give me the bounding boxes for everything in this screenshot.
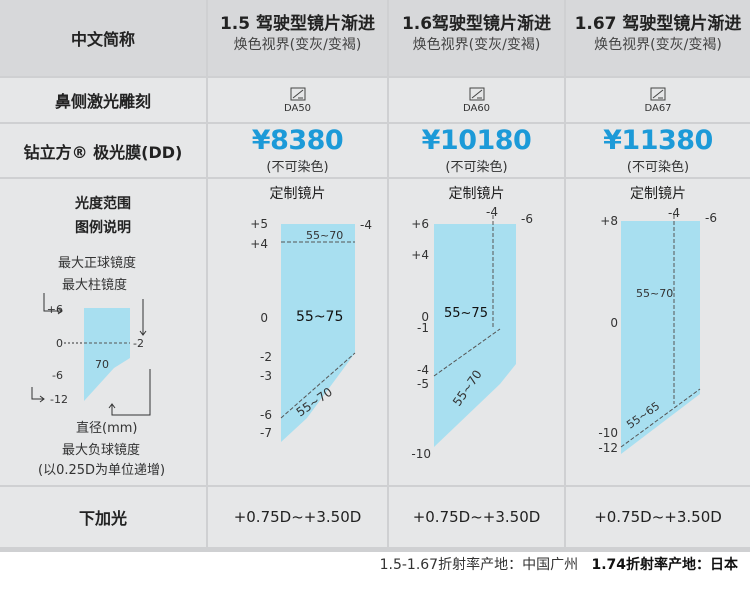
engraving-icon (650, 87, 666, 101)
row-label-engraving: 鼻侧激光雕刻 (0, 78, 206, 122)
add-power-value: +0.75D~+3.50D (566, 487, 750, 547)
chart-title: 定制镜片 (630, 186, 686, 202)
engraving-cell: DA60 (389, 78, 564, 122)
range-chart-cell: 定制镜片 +8 0 -10 -12 -4 -6 55~70 55~65 (566, 179, 750, 485)
legend-tick: +6 (47, 303, 63, 316)
corner-label: 中文简称 (0, 0, 206, 76)
chart-title: 定制镜片 (269, 186, 326, 202)
engraving-cell: DA50 (208, 78, 387, 122)
zone-label-upper: 55~70 (306, 229, 343, 242)
legend-diameter: 直径(mm) (76, 421, 138, 436)
price-cell: ¥8380 (不可染色) (208, 124, 387, 177)
sph-tick: +4 (411, 248, 429, 262)
row-label-coating: 钻立方® 极光膜(DD) (0, 124, 206, 177)
legend-cell: 光度范围 图例说明 最大正球镜度 最大柱镜度 +6 0 -6 -12 -2 70 (0, 179, 206, 485)
sph-tick: -5 (417, 377, 429, 391)
column-title: 1.67 驾驶型镜片渐进 (574, 14, 742, 34)
column-header-1-6: 1.6驾驶型镜片渐进 焕色视界(变灰/变褐) (389, 0, 564, 76)
legend-zone (84, 308, 130, 401)
sph-tick: -1 (417, 321, 429, 335)
column-title: 1.5 驾驶型镜片渐进 (219, 14, 376, 34)
add-power-value: +0.75D~+3.50D (389, 487, 564, 547)
legend-tick: -12 (50, 393, 68, 406)
cyl-tick: -6 (705, 211, 717, 225)
cyl-tick: -4 (668, 206, 680, 220)
range-chart: +8 0 -10 -12 -4 -6 55~70 55~65 (598, 206, 717, 455)
sph-tick: -10 (598, 426, 618, 440)
sph-tick: +6 (411, 217, 429, 231)
legend-heading-explain: 图例说明 (75, 220, 131, 236)
origin-footer: 1.5-1.67折射率产地：中国广州 1.74折射率产地：日本 (380, 554, 738, 574)
sph-tick: +4 (250, 237, 268, 251)
zone-label-main: 55~75 (296, 309, 343, 325)
legend-heading-range: 光度范围 (75, 196, 131, 212)
column-header-1-5: 1.5 驾驶型镜片渐进 焕色视界(变灰/变褐) (208, 0, 387, 76)
legend-cyl-tick: -2 (133, 337, 144, 350)
price-note: (不可染色) (626, 160, 690, 175)
legend-max-neg-sphere: 最大负球镜度 (62, 443, 141, 458)
cyl-tick: -4 (360, 218, 372, 232)
column-title: 1.6驾驶型镜片渐进 (401, 14, 552, 34)
column-subtitle: 焕色视界(变灰/变褐) (412, 37, 541, 53)
price-cell: ¥11380 (不可染色) (566, 124, 750, 177)
price: ¥11380 (603, 125, 713, 156)
range-chart: +5 +4 0 -2 -3 -6 -7 -4 55~70 55~75 55~70 (250, 217, 372, 442)
sph-tick: +8 (600, 214, 618, 228)
engraving-code: DA67 (644, 103, 672, 114)
legend-max-cyl: 最大柱镜度 (62, 278, 128, 293)
legend-tick: 0 (56, 337, 63, 350)
zone-label-main: 55~75 (444, 306, 488, 321)
price-cell: ¥10180 (不可染色) (389, 124, 564, 177)
legend-max-sphere: 最大正球镜度 (58, 256, 137, 271)
range-zone (621, 221, 700, 454)
chart-title: 定制镜片 (448, 186, 505, 202)
product-table: 中文简称 1.5 驾驶型镜片渐进 焕色视界(变灰/变褐) 1.6驾驶型镜片渐进 … (0, 0, 750, 552)
sph-tick: -4 (417, 363, 429, 377)
column-header-1-67: 1.67 驾驶型镜片渐进 焕色视界(变灰/变褐) (566, 0, 750, 76)
sph-tick: 0 (610, 316, 618, 330)
sph-tick: 0 (260, 311, 268, 325)
engraving-cell: DA67 (566, 78, 750, 122)
sph-tick: -12 (598, 441, 618, 455)
range-zone (434, 224, 516, 447)
price-note: (不可染色) (266, 160, 329, 175)
legend-step-note: (以0.25D为单位递增) (38, 463, 166, 478)
column-subtitle: 焕色视界(变灰/变褐) (233, 37, 362, 53)
origin-text: 1.5-1.67折射率产地：中国广州 (379, 557, 579, 573)
price: ¥10180 (421, 125, 532, 156)
engraving-icon (469, 87, 484, 101)
column-subtitle: 焕色视界(变灰/变褐) (594, 37, 722, 53)
sph-tick: -7 (260, 426, 272, 440)
engraving-icon (290, 87, 305, 101)
sph-tick: -3 (260, 369, 272, 383)
range-chart-cell: 定制镜片 +5 +4 0 -2 -3 -6 -7 -4 55~70 55~75 … (208, 179, 387, 485)
engraving-code: DA50 (283, 103, 312, 114)
sph-tick: 0 (421, 310, 429, 324)
origin-text-bold: 1.74折射率产地：日本 (591, 557, 738, 573)
legend-diagram: +6 0 -6 -12 -2 70 (31, 293, 151, 416)
sph-tick: -2 (260, 350, 272, 364)
price: ¥8380 (251, 125, 344, 156)
range-chart-cell: 定制镜片 +6 +4 0 -1 -4 -5 -10 -4 -6 55~75 55… (389, 179, 564, 485)
engraving-code: DA60 (462, 103, 491, 114)
zone-label-main: 55~70 (636, 287, 673, 300)
cyl-tick: -6 (521, 212, 533, 226)
range-chart: +6 +4 0 -1 -4 -5 -10 -4 -6 55~75 55~70 (411, 205, 533, 461)
sph-tick: -6 (260, 408, 272, 422)
add-power-value: +0.75D~+3.50D (208, 487, 387, 547)
sph-tick: -10 (411, 447, 431, 461)
sph-tick: +5 (250, 217, 268, 231)
row-label-add-power: 下加光 (0, 487, 206, 547)
cyl-tick: -4 (486, 205, 498, 219)
legend-tick: -6 (52, 369, 63, 382)
price-note: (不可染色) (445, 160, 508, 175)
legend-diameter-value: 70 (95, 358, 109, 371)
range-zone (281, 224, 355, 442)
